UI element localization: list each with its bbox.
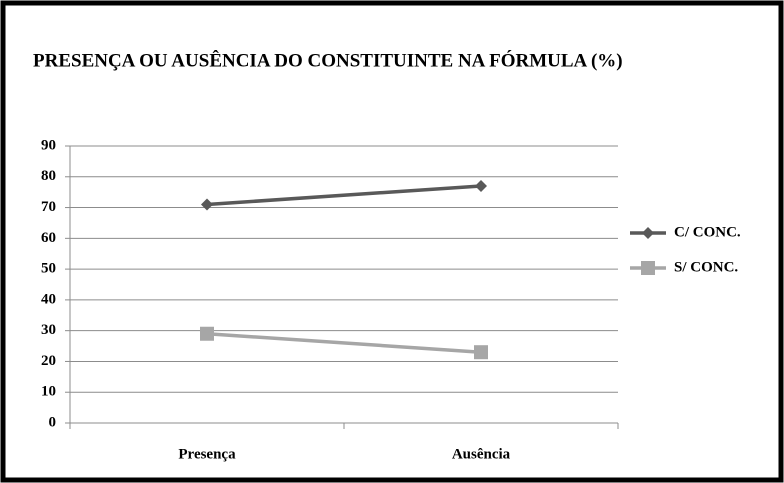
series-line (206, 184, 482, 207)
y-tick-label: 50 (41, 261, 56, 277)
y-tick-label: 30 (41, 322, 56, 338)
legend-marker (641, 261, 655, 275)
chart-title: PRESENÇA OU AUSÊNCIA DO CONSTITUINTE NA … (33, 49, 623, 71)
legend-label: C/ CONC. (674, 224, 741, 240)
y-tick-label: 90 (41, 137, 56, 153)
marker (475, 180, 487, 193)
marker (474, 345, 488, 360)
marker (201, 198, 213, 211)
y-tick-label: 20 (41, 353, 56, 369)
legend-label: S/ CONC. (674, 259, 738, 275)
y-tick-label: 10 (41, 384, 56, 400)
y-tick-label: 40 (41, 291, 56, 307)
y-tick-label: 70 (41, 199, 56, 215)
y-tick-label: 0 (49, 414, 57, 430)
y-tick-label: 80 (41, 168, 56, 184)
x-tick-label: Presença (178, 446, 236, 462)
y-tick-label: 60 (41, 230, 56, 246)
marker (200, 326, 214, 341)
legend-marker (642, 227, 654, 239)
series-line (206, 331, 482, 354)
x-tick-label: Ausência (452, 446, 511, 462)
